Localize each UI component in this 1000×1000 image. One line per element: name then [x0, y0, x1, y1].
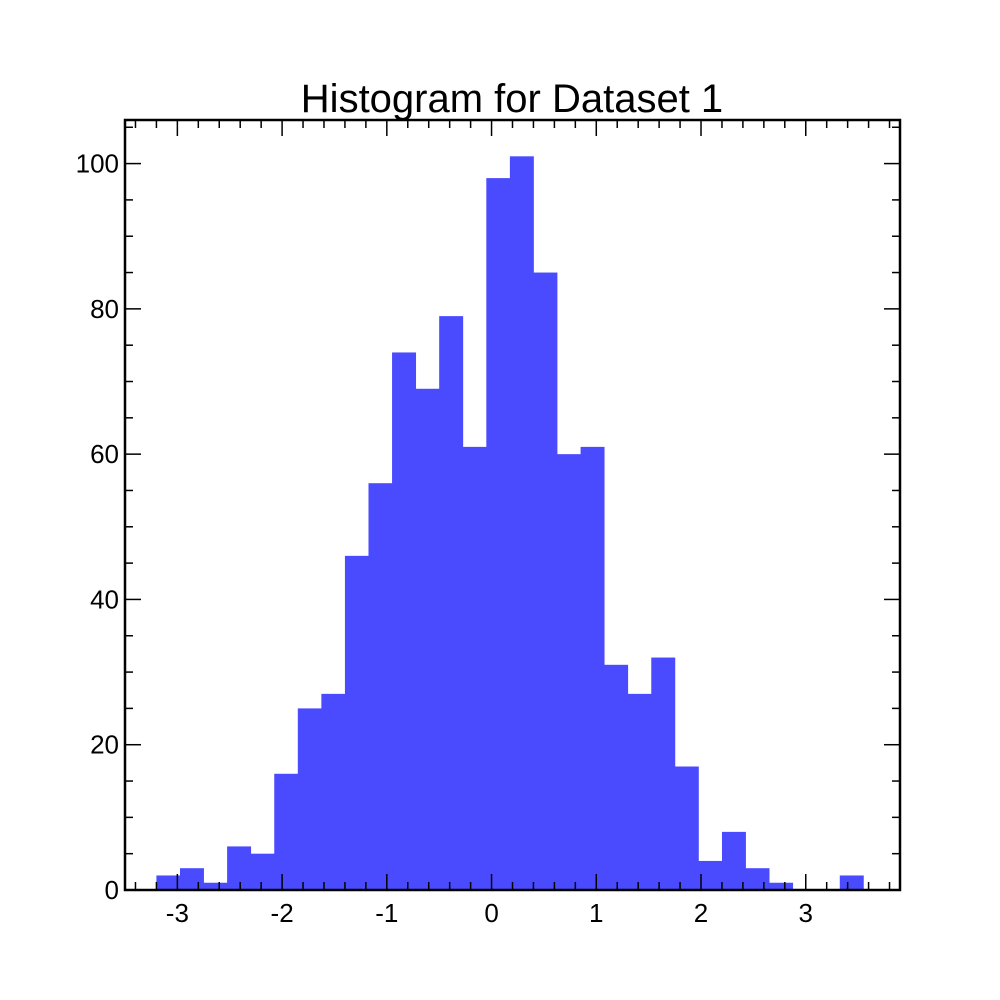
y-tick-label: 40	[90, 584, 119, 614]
histogram-bar	[557, 454, 581, 890]
histogram-bar	[368, 483, 393, 890]
histogram-bar	[297, 708, 322, 890]
ticks-layer	[125, 120, 900, 891]
histogram-bar	[250, 853, 275, 890]
y-tick-label: 20	[90, 730, 119, 760]
x-tick-label: 3	[799, 898, 813, 928]
histogram-bar	[674, 766, 699, 890]
histogram-bar	[580, 446, 605, 890]
plot-frame	[123, 118, 902, 892]
histogram-bar	[179, 868, 204, 890]
x-tick-label: 2	[694, 898, 708, 928]
histogram-bar	[839, 875, 864, 890]
bars-layer	[156, 156, 864, 891]
histogram-bar	[203, 882, 228, 890]
histogram-bar	[462, 446, 487, 890]
x-tick-label: 0	[484, 898, 498, 928]
y-tick-label: 60	[90, 439, 119, 469]
histogram-bar	[415, 388, 440, 890]
histogram-bar	[274, 773, 299, 890]
histogram-bar	[344, 555, 369, 890]
histogram-bar	[486, 178, 511, 890]
histogram-bar	[227, 846, 252, 890]
histogram-bar	[156, 875, 181, 890]
histogram-bar	[769, 882, 794, 890]
histogram-bar	[439, 316, 464, 890]
histogram-bar	[392, 352, 417, 890]
histogram-bar	[627, 693, 652, 890]
histogram-bar	[509, 156, 534, 891]
histogram-bar	[698, 860, 723, 890]
histogram-bar	[604, 664, 629, 890]
chart-title: Histogram for Dataset 1	[301, 77, 723, 121]
x-tick-label: -1	[375, 898, 398, 928]
histogram-bar	[533, 272, 558, 890]
x-tick-label: -2	[271, 898, 294, 928]
y-tick-label: 80	[90, 294, 119, 324]
y-tick-label: 0	[105, 875, 119, 905]
y-tick-label: 100	[76, 149, 119, 179]
x-tick-label: -3	[166, 898, 189, 928]
histogram-bar	[651, 657, 676, 890]
histogram-bar	[745, 868, 770, 890]
tick-labels-layer: -3 -2 -1 0 1 2 3 0 20 40 60 80 100	[76, 149, 813, 928]
histogram-bar	[321, 693, 346, 890]
x-tick-label: 1	[589, 898, 603, 928]
histogram-bar	[721, 831, 746, 890]
